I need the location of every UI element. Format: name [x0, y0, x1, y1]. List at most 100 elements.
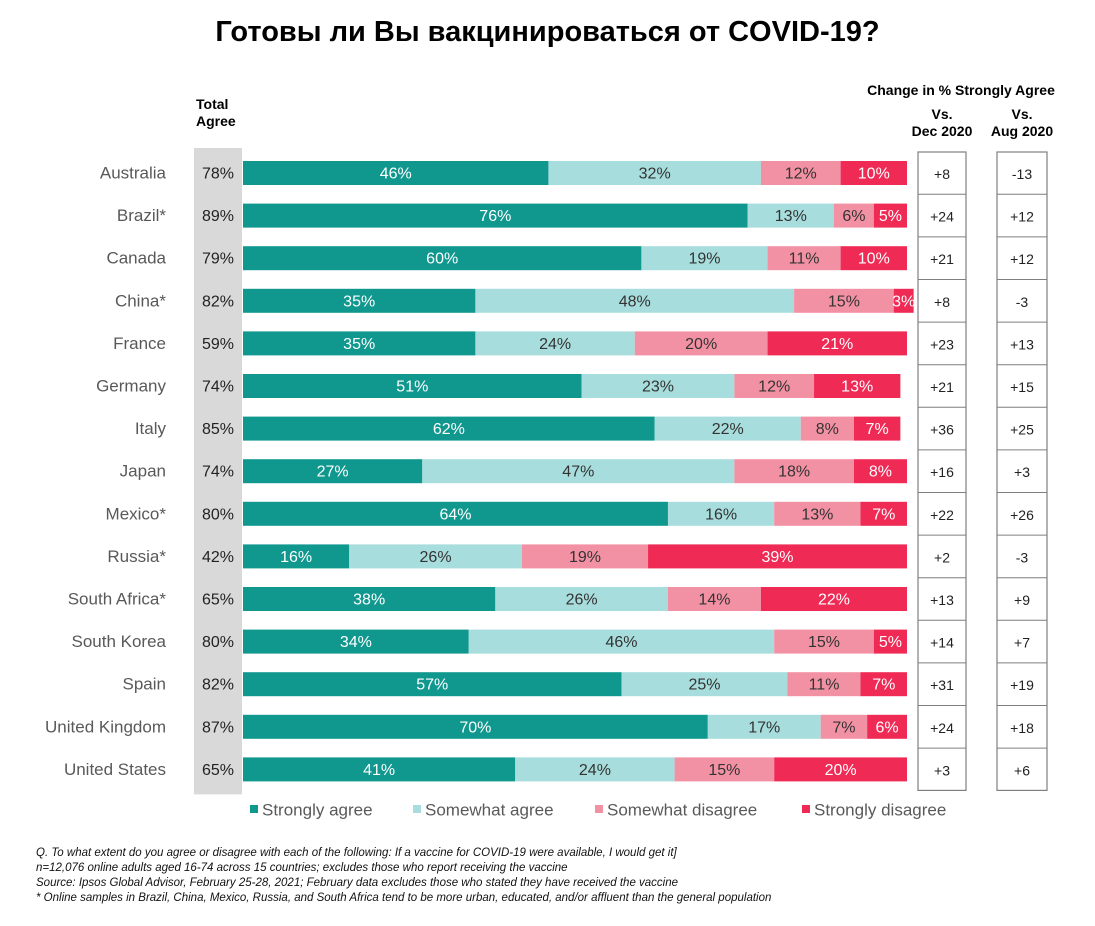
somewhat-agree-legend-swatch [413, 805, 421, 813]
change-vs-aug-value: +3 [1014, 464, 1030, 480]
strongly-disagree-label: 7% [866, 421, 889, 438]
strongly-disagree-bar [873, 629, 907, 654]
strongly-agree-label: 46% [380, 166, 412, 183]
country-label: Mexico* [106, 504, 167, 523]
strongly-disagree-bar [867, 714, 907, 739]
somewhat-disagree-bar [794, 288, 894, 313]
somewhat-disagree-legend-label: Somewhat disagree [607, 801, 757, 820]
strongly-disagree-label: 5% [879, 634, 902, 651]
strongly-disagree-label: 7% [872, 677, 895, 694]
total-agree-value: 89% [202, 208, 234, 225]
somewhat-agree-bar [747, 203, 834, 228]
somewhat-disagree-label: 19% [569, 549, 601, 566]
strongly-disagree-label: 10% [858, 251, 890, 268]
change-vs-dec-value: +14 [930, 635, 954, 651]
strongly-disagree-label: 39% [762, 549, 794, 566]
change-vs-dec-value: +8 [934, 166, 950, 182]
strongly-disagree-label: 3% [892, 293, 915, 310]
somewhat-agree-label: 19% [688, 251, 720, 268]
strongly-disagree-label: 20% [825, 762, 857, 779]
somewhat-agree-label: 25% [688, 677, 720, 694]
somewhat-disagree-bar [833, 203, 874, 228]
change-vs-dec-value: +24 [930, 209, 954, 225]
somewhat-disagree-label: 6% [842, 208, 865, 225]
vs-dec-header-line1: Vs. [931, 106, 953, 122]
somewhat-disagree-label: 18% [778, 464, 810, 481]
strongly-agree-bar [243, 374, 582, 398]
country-label: South Korea [71, 632, 166, 651]
total-agree-value: 74% [202, 379, 234, 396]
somewhat-disagree-bar [760, 161, 841, 185]
somewhat-disagree-bar [734, 459, 854, 484]
somewhat-disagree-bar [521, 544, 649, 569]
strongly-disagree-bar [853, 459, 907, 484]
strongly-agree-label: 51% [396, 379, 428, 396]
total-agree-header-line2: Agree [196, 113, 236, 129]
somewhat-agree-label: 46% [605, 634, 637, 651]
country-label: Italy [135, 419, 167, 438]
somewhat-agree-bar [468, 629, 775, 654]
somewhat-agree-bar [349, 544, 522, 569]
footnotes: Q. To what extent do you agree or disagr… [36, 846, 1076, 906]
somewhat-agree-label: 32% [639, 166, 671, 183]
change-vs-dec-value: +16 [930, 464, 954, 480]
somewhat-agree-bar [641, 246, 768, 271]
strongly-agree-legend-label: Strongly agree [262, 801, 373, 820]
strongly-agree-bar [243, 203, 748, 228]
somewhat-agree-label: 47% [562, 464, 594, 481]
strongly-disagree-label: 5% [879, 208, 902, 225]
somewhat-disagree-label: 14% [698, 592, 730, 609]
strongly-disagree-legend-label: Strongly disagree [814, 801, 946, 820]
strongly-agree-bar [243, 672, 622, 697]
total-agree-value: 78% [202, 166, 234, 183]
strongly-disagree-bar [760, 587, 907, 611]
somewhat-agree-bar [515, 757, 675, 782]
somewhat-agree-label: 26% [420, 549, 452, 566]
strongly-disagree-bar [893, 288, 914, 313]
strongly-disagree-bar [840, 246, 907, 271]
somewhat-agree-legend-label: Somewhat agree [425, 801, 554, 820]
country-label: France [113, 334, 166, 353]
somewhat-agree-bar [581, 374, 735, 398]
somewhat-disagree-label: 15% [828, 293, 860, 310]
strongly-agree-bar [243, 416, 655, 441]
strongly-agree-label: 60% [426, 251, 458, 268]
change-vs-aug-value: +9 [1014, 592, 1030, 608]
strongly-agree-label: 70% [459, 719, 491, 736]
strongly-agree-bar [243, 288, 476, 313]
country-label: Australia [100, 164, 167, 183]
somewhat-agree-label: 26% [566, 592, 598, 609]
change-vs-dec-value: +8 [934, 294, 950, 310]
somewhat-disagree-bar [800, 416, 854, 441]
strongly-disagree-label: 21% [821, 336, 853, 353]
chart-title: Готовы ли Вы вакцинироваться от COVID-19… [215, 16, 880, 48]
country-label: China* [115, 291, 166, 310]
strongly-disagree-bar [774, 757, 907, 782]
change-vs-aug-value: +13 [1010, 336, 1034, 352]
total-agree-value: 80% [202, 634, 234, 651]
strongly-disagree-label: 6% [876, 719, 899, 736]
change-header: Change in % Strongly Agree [867, 82, 1055, 98]
strongly-agree-bar [243, 714, 708, 739]
strongly-disagree-bar [814, 374, 901, 398]
somewhat-agree-bar [475, 331, 635, 356]
vs-aug-header-line2: Aug 2020 [990, 123, 1054, 139]
strongly-agree-bar [243, 331, 476, 356]
somewhat-disagree-label: 11% [809, 677, 840, 694]
strongly-disagree-label: 13% [841, 379, 873, 396]
somewhat-agree-label: 13% [775, 208, 807, 225]
footnote-sample: n=12,076 online adults aged 16-74 across… [36, 862, 568, 874]
country-label: Russia* [107, 547, 166, 566]
strongly-disagree-label: 10% [858, 166, 890, 183]
somewhat-disagree-label: 12% [758, 379, 790, 396]
somewhat-disagree-bar [774, 501, 861, 526]
strongly-disagree-bar [873, 203, 907, 228]
somewhat-agree-bar [475, 288, 795, 313]
total-agree-value: 85% [202, 421, 234, 438]
total-agree-value: 65% [202, 592, 234, 609]
change-vs-aug-value: +26 [1010, 507, 1034, 523]
strongly-agree-bar [243, 587, 496, 611]
somewhat-disagree-label: 7% [832, 719, 855, 736]
somewhat-agree-bar [422, 459, 735, 484]
strongly-disagree-bar [853, 416, 901, 441]
